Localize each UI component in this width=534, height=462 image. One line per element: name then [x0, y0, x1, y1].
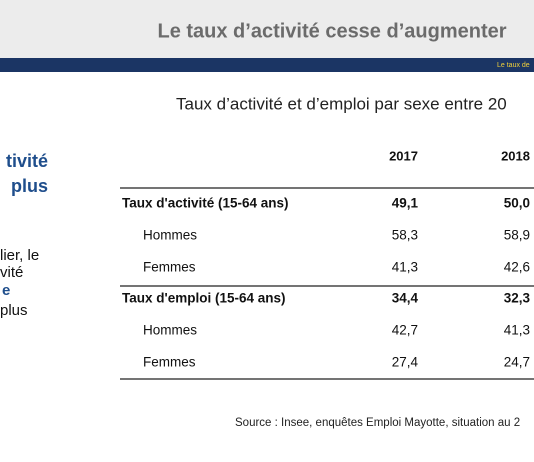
cell: 49,1 — [392, 196, 419, 211]
column-header: 2017 — [389, 148, 418, 163]
cell: 58,9 — [504, 228, 530, 243]
band-text: Le taux de — [497, 62, 530, 69]
left-heading: tivité — [6, 151, 48, 171]
cell: 32,3 — [504, 291, 531, 306]
cell: 58,3 — [392, 228, 418, 243]
row-label: Hommes — [143, 323, 197, 338]
left-heading: plus — [11, 176, 48, 196]
column-header: 2018 — [501, 148, 530, 163]
cell: 42,6 — [504, 260, 530, 275]
cell: 27,4 — [392, 355, 419, 370]
cell: 41,3 — [504, 323, 530, 338]
cell: 34,4 — [392, 291, 419, 306]
header-background — [0, 0, 534, 58]
table-title: Taux d’activité et d’emploi par sexe ent… — [176, 94, 507, 113]
cell: 24,7 — [504, 355, 530, 370]
left-body: plus — [0, 302, 28, 319]
cell: 41,3 — [392, 260, 418, 275]
row-label: Hommes — [143, 228, 197, 243]
left-body: lier, le — [0, 247, 39, 264]
row-label: Taux d'activité (15-64 ans) — [122, 196, 289, 211]
cell: 50,0 — [504, 196, 530, 211]
row-label: Taux d'emploi (15-64 ans) — [122, 291, 286, 306]
row-label: Femmes — [143, 355, 196, 370]
header-band — [0, 58, 534, 72]
source: Source : Insee, enquêtes Emploi Mayotte,… — [235, 417, 520, 429]
left-body: vité — [0, 264, 23, 281]
row-label: Femmes — [143, 260, 196, 275]
header-title: Le taux d’activité cesse d’augmenter — [157, 20, 506, 42]
cell: 42,7 — [392, 323, 418, 338]
left-body: e — [2, 282, 10, 299]
